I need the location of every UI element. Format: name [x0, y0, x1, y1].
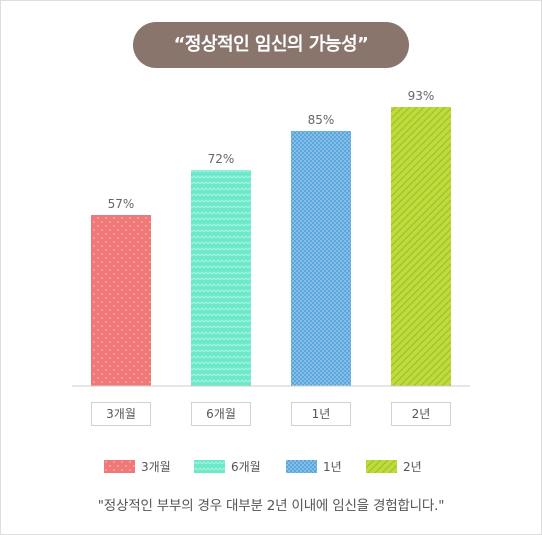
bar-0: [91, 215, 151, 386]
legend-item-1: 6개월: [194, 458, 261, 474]
bar-value-label-3: 93%: [408, 89, 435, 103]
legend-label-3: 2년: [403, 459, 422, 474]
legend-label-2: 1년: [323, 459, 342, 474]
category-label-3: 2년: [391, 402, 451, 426]
chart-title: “정상적인 임신의 가능성”: [133, 22, 409, 68]
legend-item-0: 3개월: [104, 458, 171, 474]
bars-layer: 57% 72% 85% 93%: [91, 89, 451, 386]
legend-swatch-0: [104, 459, 135, 473]
legend-label-1: 6개월: [231, 459, 261, 474]
bar-value-label-2: 85%: [308, 113, 335, 127]
bar-value-label-1: 72%: [208, 152, 235, 166]
legend-item-3: 2년: [366, 458, 422, 474]
bar-3: [391, 107, 451, 386]
legend-swatch-2: [286, 459, 317, 473]
category-label-2: 1년: [291, 402, 351, 426]
chart-caption: "정상적인 부부의 경우 대부분 2년 이내에 임신을 경험합니다.": [97, 498, 445, 514]
bar-2: [291, 131, 351, 386]
bar-1: [191, 170, 251, 386]
legend: 3개월 6개월 1년 2년: [0, 456, 542, 476]
legend-label-0: 3개월: [141, 459, 171, 474]
legend-swatch-1: [194, 459, 225, 473]
legend-item-2: 1년: [286, 458, 342, 474]
category-label-1: 6개월: [191, 402, 251, 426]
category-label-0: 3개월: [91, 402, 151, 426]
bar-value-label-0: 57%: [108, 197, 135, 211]
legend-swatch-3: [366, 459, 397, 473]
